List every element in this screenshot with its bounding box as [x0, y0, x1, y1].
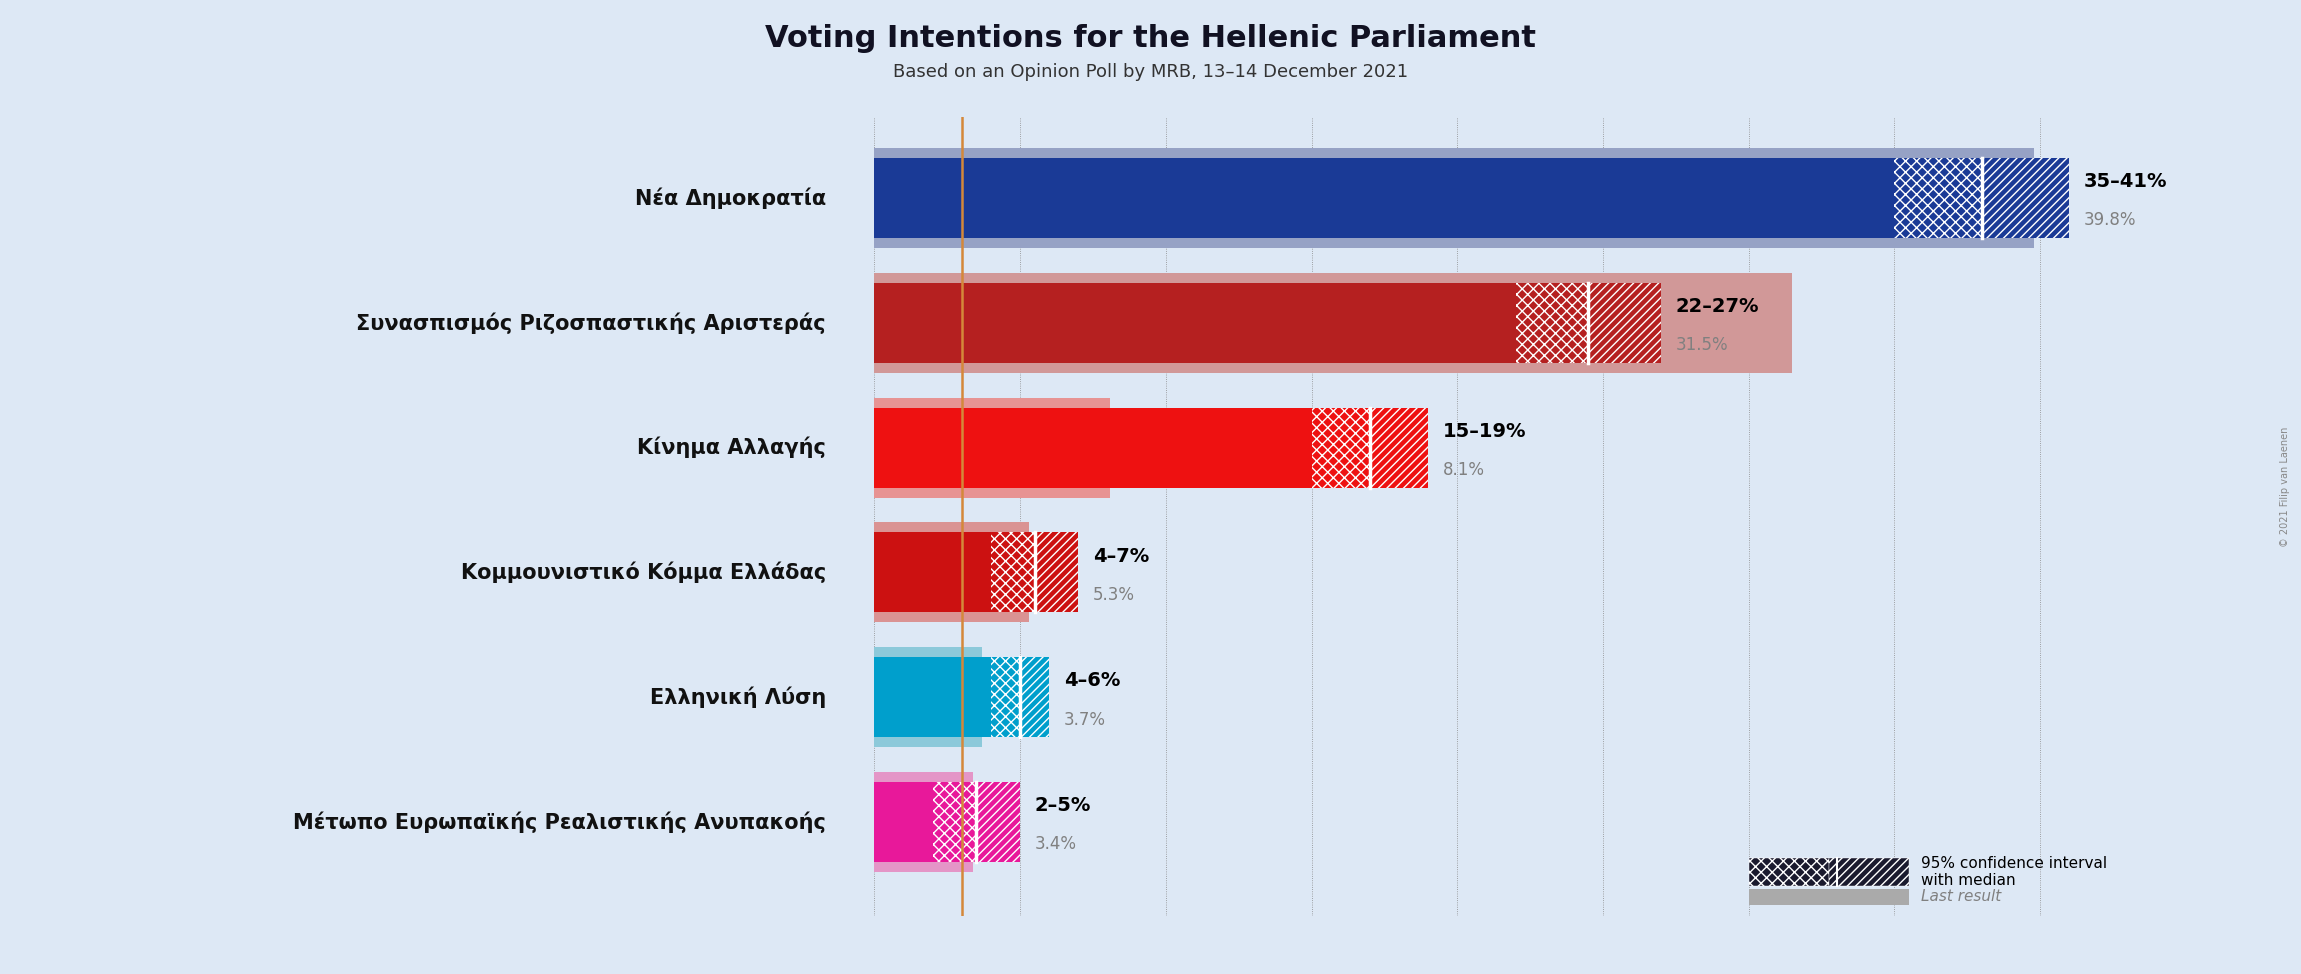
Bar	[1749, 858, 1829, 885]
Text: 4–7%: 4–7%	[1093, 546, 1148, 566]
Text: Συνασπισμός Ριζοσπαστικής Αριστεράς: Συνασπισμός Ριζοσπαστικής Αριστεράς	[357, 312, 826, 333]
Text: 5.3%: 5.3%	[1093, 585, 1134, 604]
Bar	[874, 148, 2034, 248]
Bar	[1035, 533, 1079, 613]
Bar	[1516, 282, 1588, 362]
Bar	[874, 782, 932, 862]
Text: 3.4%: 3.4%	[1035, 836, 1077, 853]
Bar	[1019, 657, 1049, 737]
Bar	[874, 657, 992, 737]
Text: Μέτωπο Ευρωπαϊκής Ρεαλιστικής Ανυπακοής: Μέτωπο Ευρωπαϊκής Ρεαλιστικής Ανυπακοής	[292, 811, 826, 833]
Bar	[932, 782, 976, 862]
Bar	[992, 657, 1019, 737]
Text: Ελληνική Λύση: Ελληνική Λύση	[649, 687, 826, 708]
Text: © 2021 Filip van Laenen: © 2021 Filip van Laenen	[2280, 427, 2289, 547]
Text: 35–41%: 35–41%	[2085, 172, 2168, 191]
Text: Κομμουνιστικό Κόμμα Ελλάδας: Κομμουνιστικό Κόμμα Ελλάδας	[460, 562, 826, 583]
Bar	[1829, 858, 1910, 885]
Text: 3.7%: 3.7%	[1063, 711, 1107, 729]
Bar	[874, 397, 1111, 498]
Bar	[1981, 158, 2069, 238]
Bar	[1312, 408, 1369, 488]
Bar	[1894, 158, 1981, 238]
Text: 2–5%: 2–5%	[1035, 796, 1091, 815]
Text: Voting Intentions for the Hellenic Parliament: Voting Intentions for the Hellenic Parli…	[764, 24, 1537, 54]
Bar	[874, 772, 973, 872]
Bar	[874, 282, 1516, 362]
Bar	[874, 273, 1792, 373]
Bar	[992, 533, 1035, 613]
Bar	[1369, 408, 1429, 488]
Bar	[1588, 282, 1661, 362]
Bar	[874, 648, 983, 747]
Bar	[874, 522, 1029, 622]
Text: 39.8%: 39.8%	[2085, 211, 2135, 230]
Bar	[1749, 888, 1910, 905]
Text: Κίνημα Αλλαγής: Κίνημα Αλλαγής	[637, 436, 826, 459]
Text: 8.1%: 8.1%	[1443, 461, 1484, 479]
Bar	[976, 782, 1019, 862]
Bar	[874, 408, 1312, 488]
Text: Based on an Opinion Poll by MRB, 13–14 December 2021: Based on an Opinion Poll by MRB, 13–14 D…	[893, 63, 1408, 81]
Bar	[874, 158, 1894, 238]
Text: Νέα Δημοκρατία: Νέα Δημοκρατία	[635, 187, 826, 208]
Text: 95% confidence interval
with median: 95% confidence interval with median	[1921, 856, 2108, 888]
Bar	[874, 533, 992, 613]
Text: 4–6%: 4–6%	[1063, 671, 1121, 691]
Text: 31.5%: 31.5%	[1675, 336, 1728, 355]
Text: 22–27%: 22–27%	[1675, 297, 1760, 317]
Text: Last result: Last result	[1921, 889, 2002, 904]
Text: 15–19%: 15–19%	[1443, 422, 1526, 441]
